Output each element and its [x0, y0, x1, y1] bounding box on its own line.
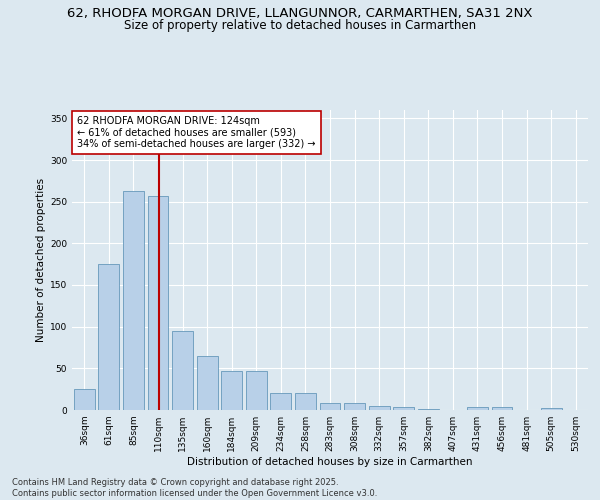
Bar: [393, 406, 414, 410]
Bar: [98, 264, 119, 410]
Bar: [295, 394, 316, 410]
Y-axis label: Number of detached properties: Number of detached properties: [36, 178, 46, 342]
Text: Contains HM Land Registry data © Crown copyright and database right 2025.
Contai: Contains HM Land Registry data © Crown c…: [12, 478, 377, 498]
Text: Size of property relative to detached houses in Carmarthen: Size of property relative to detached ho…: [124, 19, 476, 32]
Bar: [368, 406, 389, 410]
Bar: [467, 406, 488, 410]
Bar: [344, 404, 365, 410]
Bar: [197, 356, 218, 410]
Bar: [74, 389, 95, 410]
Bar: [221, 371, 242, 410]
Bar: [271, 394, 292, 410]
Bar: [123, 191, 144, 410]
X-axis label: Distribution of detached houses by size in Carmarthen: Distribution of detached houses by size …: [187, 457, 473, 467]
Text: 62 RHODFA MORGAN DRIVE: 124sqm
← 61% of detached houses are smaller (593)
34% of: 62 RHODFA MORGAN DRIVE: 124sqm ← 61% of …: [77, 116, 316, 149]
Bar: [491, 406, 512, 410]
Bar: [148, 196, 169, 410]
Text: 62, RHODFA MORGAN DRIVE, LLANGUNNOR, CARMARTHEN, SA31 2NX: 62, RHODFA MORGAN DRIVE, LLANGUNNOR, CAR…: [67, 8, 533, 20]
Bar: [172, 331, 193, 410]
Bar: [418, 409, 439, 410]
Bar: [320, 402, 340, 410]
Bar: [541, 408, 562, 410]
Bar: [246, 371, 267, 410]
